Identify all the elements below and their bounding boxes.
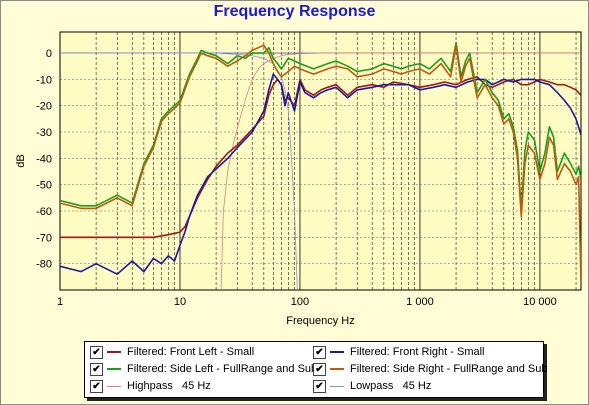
legend-item[interactable]: ✔ Filtered: Side Right - FullRange and Su… bbox=[313, 361, 548, 377]
legend-item[interactable]: ✔ Filtered: Front Right - Small bbox=[313, 344, 484, 360]
y-tick-label: -10 bbox=[36, 74, 52, 86]
legend: ✔ Filtered: Front Left - Small ✔ Filtered: … bbox=[84, 341, 548, 398]
legend-label: Filtered: Side Left - FullRange and Sub bbox=[127, 363, 318, 375]
x-tick-label: 10 000 bbox=[523, 296, 557, 308]
legend-swatch bbox=[107, 351, 121, 353]
x-tick-label: 100 bbox=[291, 296, 309, 308]
legend-swatch bbox=[107, 368, 121, 370]
legend-item[interactable]: ✔ Filtered: Side Left - FullRange and Sub bbox=[90, 361, 317, 377]
chart-title: Frequency Response bbox=[213, 3, 376, 20]
legend-label: Filtered: Front Left - Small bbox=[127, 346, 255, 358]
y-tick-label: -70 bbox=[36, 232, 52, 244]
legend-checkbox[interactable]: ✔ bbox=[90, 345, 103, 359]
legend-swatch bbox=[330, 368, 344, 370]
legend-checkbox[interactable]: ✔ bbox=[313, 345, 326, 359]
y-tick-label: -50 bbox=[36, 180, 52, 192]
y-tick-label: -20 bbox=[36, 101, 52, 113]
legend-item[interactable]: ✔ Lowpass 45 Hz bbox=[313, 378, 431, 394]
legend-item[interactable]: ✔ Highpass 45 Hz bbox=[90, 378, 211, 394]
legend-label: Filtered: Side Right - FullRange and Sub bbox=[350, 363, 548, 375]
legend-checkbox[interactable]: ✔ bbox=[313, 362, 326, 376]
x-axis-label: Frequency Hz bbox=[286, 315, 354, 327]
x-tick-label: 1 bbox=[57, 296, 63, 308]
series-line-filtered-front-right-small bbox=[60, 73, 581, 276]
legend-checkbox[interactable]: ✔ bbox=[313, 379, 326, 393]
series-line-highpass-45-hz bbox=[220, 52, 581, 290]
legend-label: Filtered: Front Right - Small bbox=[350, 346, 485, 358]
x-tick-label: 10 bbox=[174, 296, 186, 308]
legend-label: Highpass 45 Hz bbox=[127, 380, 211, 392]
y-tick-label: 0 bbox=[46, 48, 52, 60]
y-tick-label: -30 bbox=[36, 127, 52, 139]
legend-label: Lowpass 45 Hz bbox=[350, 380, 432, 392]
series-line-filtered-front-left-small bbox=[60, 76, 581, 239]
y-tick-label: -60 bbox=[36, 206, 52, 218]
legend-swatch bbox=[107, 385, 121, 387]
y-tick-label: -80 bbox=[36, 259, 52, 271]
series-line-filtered-side-left-fullrange-and-sub bbox=[60, 41, 581, 212]
legend-swatch bbox=[330, 385, 344, 387]
legend-swatch bbox=[330, 351, 344, 353]
y-tick-label: -40 bbox=[36, 153, 52, 165]
x-tick-label: 1 000 bbox=[406, 296, 434, 308]
series-line-filtered-side-right-fullrange-and-sub bbox=[60, 44, 581, 285]
legend-item[interactable]: ✔ Filtered: Front Left - Small bbox=[90, 344, 254, 360]
axes-box bbox=[59, 31, 582, 291]
y-axis-label: dB bbox=[15, 154, 27, 167]
legend-checkbox[interactable]: ✔ bbox=[90, 362, 103, 376]
legend-checkbox[interactable]: ✔ bbox=[90, 379, 103, 393]
